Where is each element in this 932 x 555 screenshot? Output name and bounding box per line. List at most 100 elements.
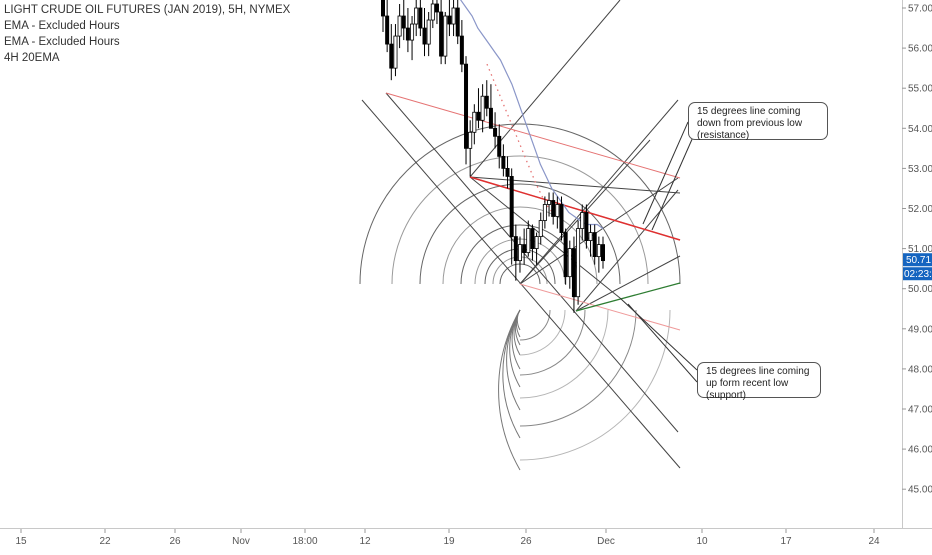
price-axis[interactable]: 57.00 56.00 55.00 54.00 53.00 52.00 51.00 50.00… bbox=[902, 0, 932, 528]
candle-body bbox=[584, 212, 589, 241]
symbol-title[interactable]: LIGHT CRUDE OIL FUTURES (JAN 2019), 5H, … bbox=[4, 4, 291, 16]
lower-channel-line bbox=[519, 283, 681, 331]
time-tick-label: 26 bbox=[169, 536, 181, 547]
gann-arc-lower bbox=[519, 309, 551, 341]
candle-body bbox=[488, 107, 493, 129]
candle-body bbox=[472, 111, 477, 133]
time-tick-label: 10 bbox=[696, 536, 708, 547]
price-tick-label: 54.00 bbox=[908, 124, 932, 135]
candle-body bbox=[547, 200, 552, 205]
current-price-badge bbox=[903, 253, 932, 267]
candle-body bbox=[517, 244, 522, 262]
candle-body bbox=[580, 212, 585, 229]
candle-body bbox=[501, 155, 506, 169]
candle-body bbox=[393, 35, 398, 69]
candle-body bbox=[513, 236, 518, 262]
candle-body bbox=[422, 27, 427, 45]
price-tick-label: 46.00 bbox=[908, 445, 932, 456]
candle-body bbox=[380, 0, 385, 17]
candle-body bbox=[430, 3, 435, 21]
resistance-note[interactable]: 15 degrees line coming down from previou… bbox=[688, 102, 828, 141]
candle-body bbox=[418, 7, 423, 29]
fan-line bbox=[575, 255, 681, 312]
gann-arc-lower bbox=[519, 309, 637, 427]
support-callout-line-2 bbox=[627, 303, 698, 383]
time-tick-label: 24 bbox=[868, 536, 880, 547]
candle-body bbox=[451, 7, 456, 25]
time-tick-label: 15 bbox=[15, 536, 27, 547]
candle-body bbox=[588, 232, 593, 241]
resistance-callout-line-2 bbox=[651, 127, 698, 231]
price-badge: 50.71 02:23:4 bbox=[903, 253, 932, 281]
time-tick-label: 22 bbox=[99, 536, 111, 547]
candle-body bbox=[464, 63, 469, 149]
fan-line bbox=[385, 92, 679, 433]
price-tick-label: 55.00 bbox=[908, 84, 932, 95]
price-tick-label: 56.00 bbox=[908, 44, 932, 55]
candle-body bbox=[434, 3, 439, 13]
price-tick-label: 50.00 bbox=[908, 284, 932, 295]
candle-body bbox=[426, 19, 431, 45]
time-tick-label: 26 bbox=[520, 536, 532, 547]
candle-body bbox=[459, 35, 464, 65]
resistance-line bbox=[469, 176, 681, 241]
candle-body bbox=[526, 228, 531, 254]
time-tick-label: 12 bbox=[359, 536, 371, 547]
gann-arc bbox=[442, 206, 598, 285]
indicator-4h-20ema[interactable]: 4H 20EMA bbox=[4, 52, 60, 64]
trend-lines bbox=[385, 92, 681, 331]
indicator-ema-1[interactable]: EMA - Excluded Hours bbox=[4, 20, 120, 32]
candle-body bbox=[405, 27, 410, 41]
gann-arc bbox=[359, 123, 681, 285]
price-tick-label: 52.00 bbox=[908, 204, 932, 215]
candle-body bbox=[559, 204, 564, 233]
candle-body bbox=[534, 236, 539, 250]
candle-body bbox=[455, 7, 460, 37]
current-price-text: 50.71 bbox=[906, 255, 931, 266]
time-axis[interactable]: 15 22 26 Nov 18:00 12 19 26 Dec 10 17 24 bbox=[0, 528, 932, 548]
callout-lines bbox=[619, 121, 698, 383]
time-tick-label: Nov bbox=[232, 536, 250, 547]
chart-legend: LIGHT CRUDE OIL FUTURES (JAN 2019), 5H, … bbox=[4, 2, 290, 66]
fan-line bbox=[469, 176, 621, 299]
gann-arc bbox=[419, 183, 621, 285]
candle-body bbox=[414, 7, 419, 25]
candle-body bbox=[401, 15, 406, 29]
candle-body bbox=[530, 228, 535, 250]
candle-body bbox=[551, 200, 556, 217]
time-tick-label: 19 bbox=[443, 536, 455, 547]
gann-arc-lower bbox=[519, 309, 671, 461]
time-tick-label: 18:00 bbox=[292, 536, 317, 547]
support-note[interactable]: 15 degrees line coming up form recent lo… bbox=[697, 362, 821, 401]
gann-arcs bbox=[359, 123, 681, 471]
candle-body bbox=[497, 135, 502, 157]
countdown-text: 02:23:4 bbox=[904, 269, 932, 280]
candle-body bbox=[509, 176, 514, 237]
ema-4h-20-line bbox=[460, 0, 604, 230]
candle-body bbox=[522, 244, 527, 254]
candle-body bbox=[563, 232, 568, 278]
price-tick-label: 53.00 bbox=[908, 164, 932, 175]
fan-line bbox=[519, 99, 679, 285]
candle-body bbox=[555, 204, 560, 217]
candle-body bbox=[567, 248, 572, 278]
fan-line bbox=[469, 0, 621, 178]
indicator-ema-2[interactable]: EMA - Excluded Hours bbox=[4, 36, 120, 48]
candle-body bbox=[468, 131, 473, 149]
support-line bbox=[575, 282, 681, 312]
candle-body bbox=[484, 95, 489, 109]
candle-body bbox=[480, 95, 485, 121]
support-callout-line bbox=[619, 297, 698, 371]
candle-body bbox=[576, 228, 581, 298]
gann-arc-lower bbox=[519, 309, 609, 399]
candle-body bbox=[443, 15, 448, 57]
fan-line bbox=[519, 177, 679, 285]
candle-body bbox=[601, 244, 606, 262]
candle-body bbox=[410, 23, 415, 41]
candle-body bbox=[538, 220, 543, 237]
candle-body bbox=[542, 204, 547, 221]
candle-body bbox=[389, 43, 394, 69]
candles bbox=[380, 0, 606, 313]
